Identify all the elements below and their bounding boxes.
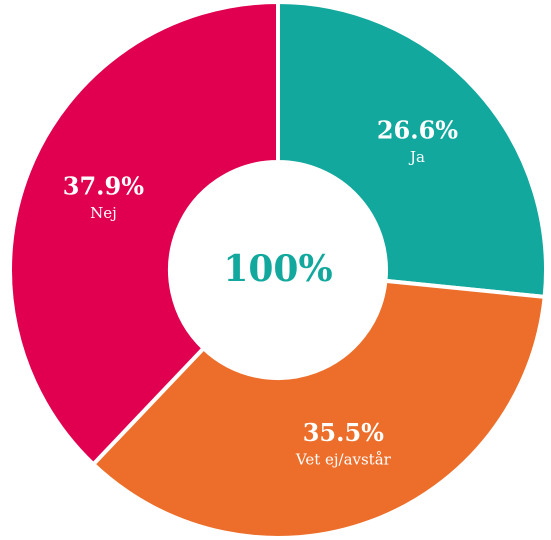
center-label: 100%	[223, 248, 332, 290]
slice	[276, 0, 548, 300]
slices	[8, 0, 548, 540]
category-label: Vet ej/avstår	[295, 450, 392, 468]
slice	[8, 0, 280, 468]
value-label: 26.6%	[377, 115, 458, 144]
value-label: 35.5%	[303, 418, 384, 447]
category-label: Ja	[408, 148, 425, 166]
category-label: Nej	[90, 204, 117, 222]
value-label: 37.9%	[63, 172, 144, 201]
slice	[90, 278, 547, 540]
